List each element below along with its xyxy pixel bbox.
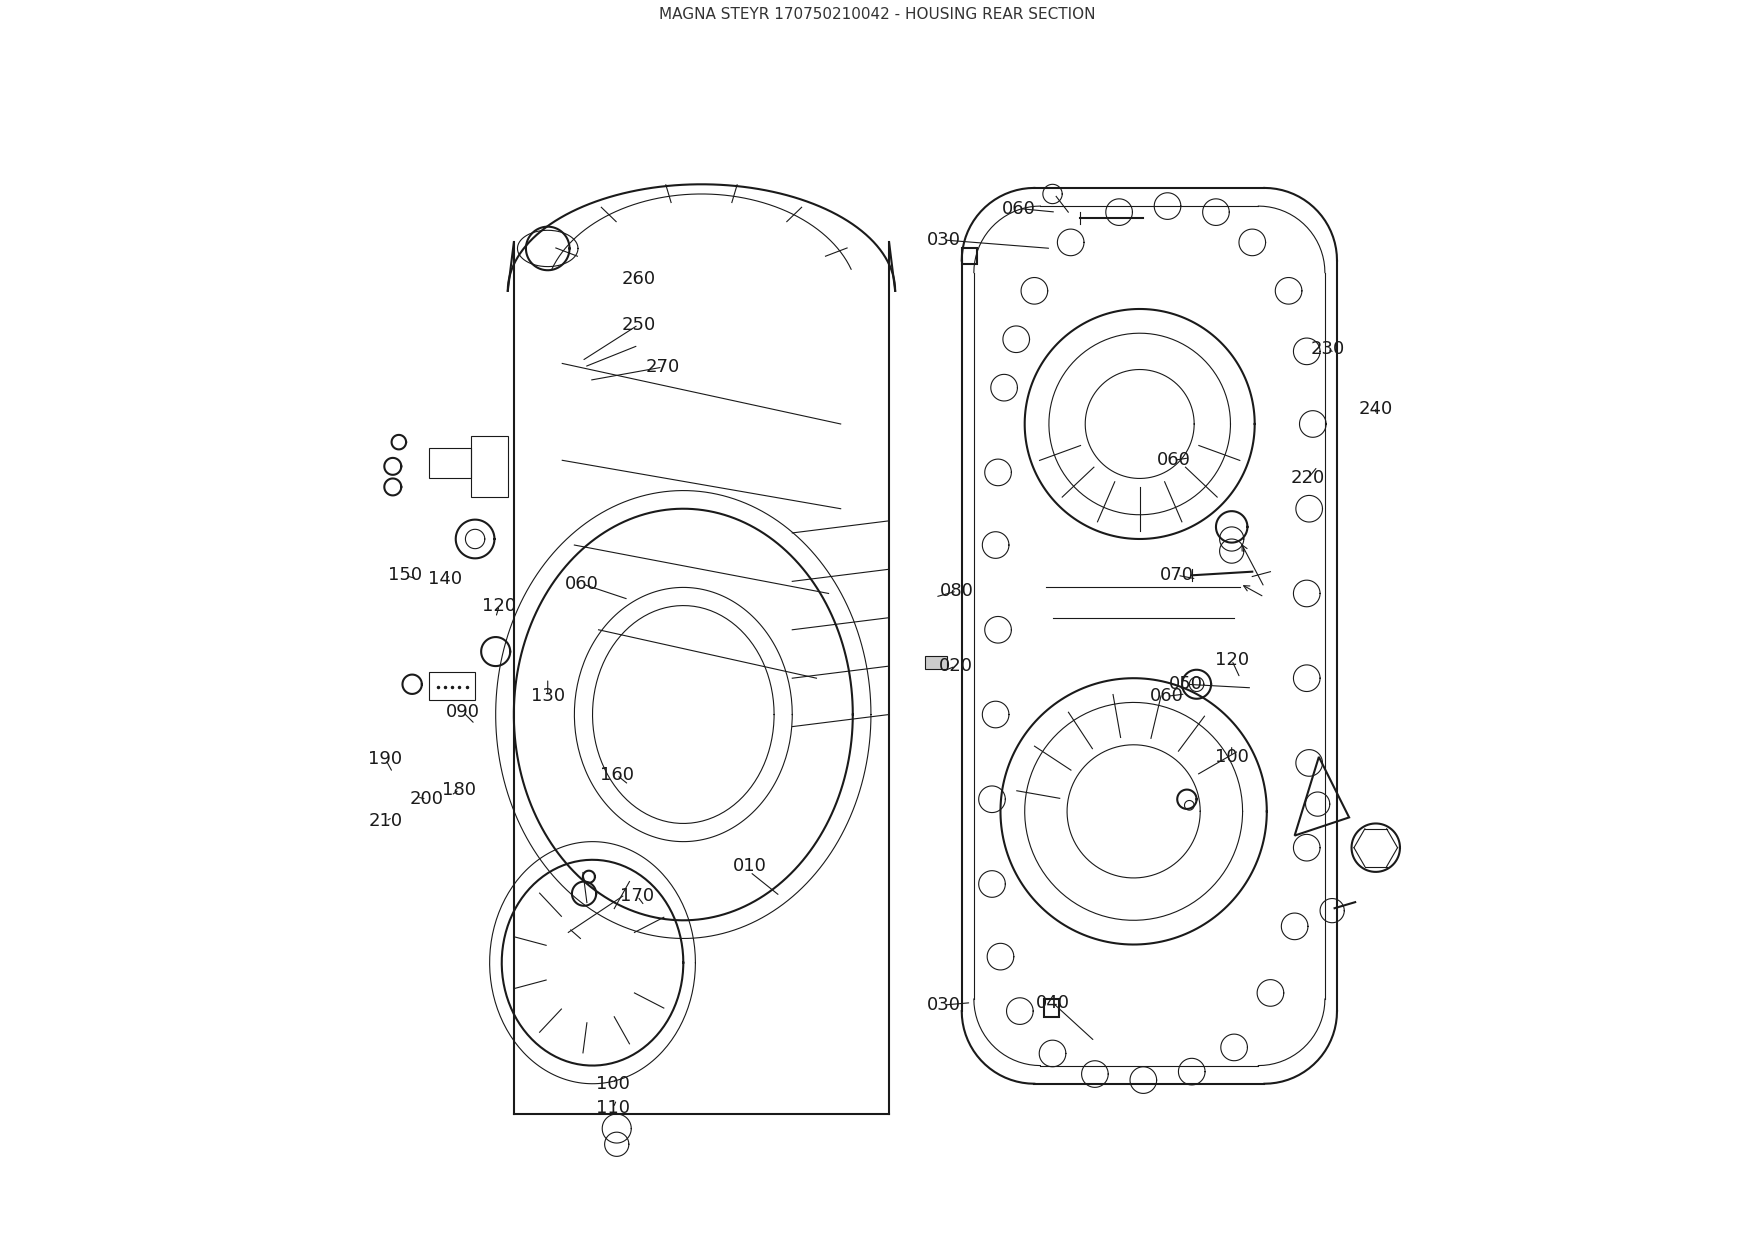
Title: MAGNA STEYR 170750210042 - HOUSING REAR SECTION: MAGNA STEYR 170750210042 - HOUSING REAR … — [660, 7, 1094, 22]
Text: 140: 140 — [428, 570, 461, 587]
Text: 270: 270 — [645, 358, 681, 376]
Text: 060: 060 — [1149, 687, 1184, 705]
Text: 100: 100 — [596, 1074, 630, 1093]
Text: 110: 110 — [596, 1099, 630, 1117]
Text: 060: 060 — [1156, 451, 1191, 469]
Text: 100: 100 — [1216, 748, 1249, 766]
Text: 240: 240 — [1359, 400, 1393, 419]
Text: 040: 040 — [1035, 994, 1070, 1012]
Text: 050: 050 — [1168, 676, 1203, 693]
Text: 120: 120 — [1214, 651, 1249, 669]
Text: 120: 120 — [482, 596, 516, 615]
Text: 210: 210 — [368, 812, 403, 830]
Text: 060: 060 — [1002, 200, 1035, 217]
Text: 030: 030 — [926, 996, 961, 1013]
Text: 090: 090 — [446, 703, 481, 722]
Polygon shape — [926, 657, 947, 668]
Text: 080: 080 — [940, 582, 973, 600]
Text: 130: 130 — [531, 687, 565, 705]
Text: 220: 220 — [1291, 469, 1324, 487]
Text: 030: 030 — [926, 231, 961, 248]
Text: 180: 180 — [442, 780, 477, 799]
Text: 190: 190 — [368, 750, 403, 769]
Text: 250: 250 — [621, 315, 656, 334]
Text: 150: 150 — [388, 566, 423, 584]
Text: 020: 020 — [938, 657, 973, 676]
Text: 070: 070 — [1159, 566, 1194, 584]
Text: 170: 170 — [621, 887, 654, 905]
Text: 010: 010 — [733, 857, 766, 874]
Text: 260: 260 — [621, 270, 656, 288]
Text: 160: 160 — [600, 766, 633, 784]
Text: 200: 200 — [410, 790, 444, 809]
Text: 060: 060 — [565, 575, 598, 592]
Text: 230: 230 — [1310, 340, 1345, 358]
